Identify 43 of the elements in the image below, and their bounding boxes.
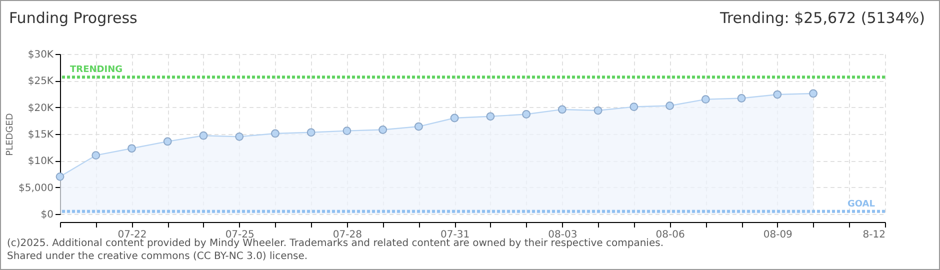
x-tick-label: 08-09 [763,230,792,240]
y-tick-label: $10K [28,156,54,168]
point [666,102,674,110]
y-tick-label: $30K [28,50,54,60]
point [450,114,459,122]
point [558,105,566,114]
y-tick-label: $25K [28,76,54,88]
point [378,126,388,134]
point [199,131,208,140]
y-tick-label: $5,000 [18,182,54,194]
y-tick-label: $20K [28,102,54,114]
text: Shared under the creative commons (CC BY-NC 3.0) license. [7,250,309,263]
point [594,106,602,115]
ref-line-label: TRENDING [70,65,122,76]
point [486,112,495,121]
point [56,172,64,181]
point [737,94,746,102]
point [163,137,172,146]
chart-title: Funding Progress [9,9,138,27]
point [522,110,531,118]
x-tick-label: 07-22 [118,230,147,240]
y-tick-label: $0 [40,210,54,220]
point [773,90,782,99]
point [128,144,136,153]
x-tick-label: 08-06 [656,230,685,240]
text: (c)2025. Additional content provided by Mindy Wheeler. Trademarks and related content are owned by their respective companies. [7,238,664,250]
point [92,151,100,160]
y-axis-title: PLEDGED [6,113,16,156]
x-tick-label: 07-31 [440,230,470,240]
point [414,122,423,131]
x-tick-label: 8-12 [862,230,886,240]
point [809,89,818,98]
point [342,126,352,135]
x-tick-label: 08-03 [548,230,578,240]
point [235,132,244,141]
x-tick-label: 07-28 [332,230,362,240]
point [630,102,638,111]
point [701,95,710,104]
text: Trending: $25,672 (5134%) [720,9,925,27]
y-tick-label: $15K [28,130,54,140]
point [306,128,316,137]
ref-line-label: GOAL [848,199,876,210]
point [271,129,280,138]
